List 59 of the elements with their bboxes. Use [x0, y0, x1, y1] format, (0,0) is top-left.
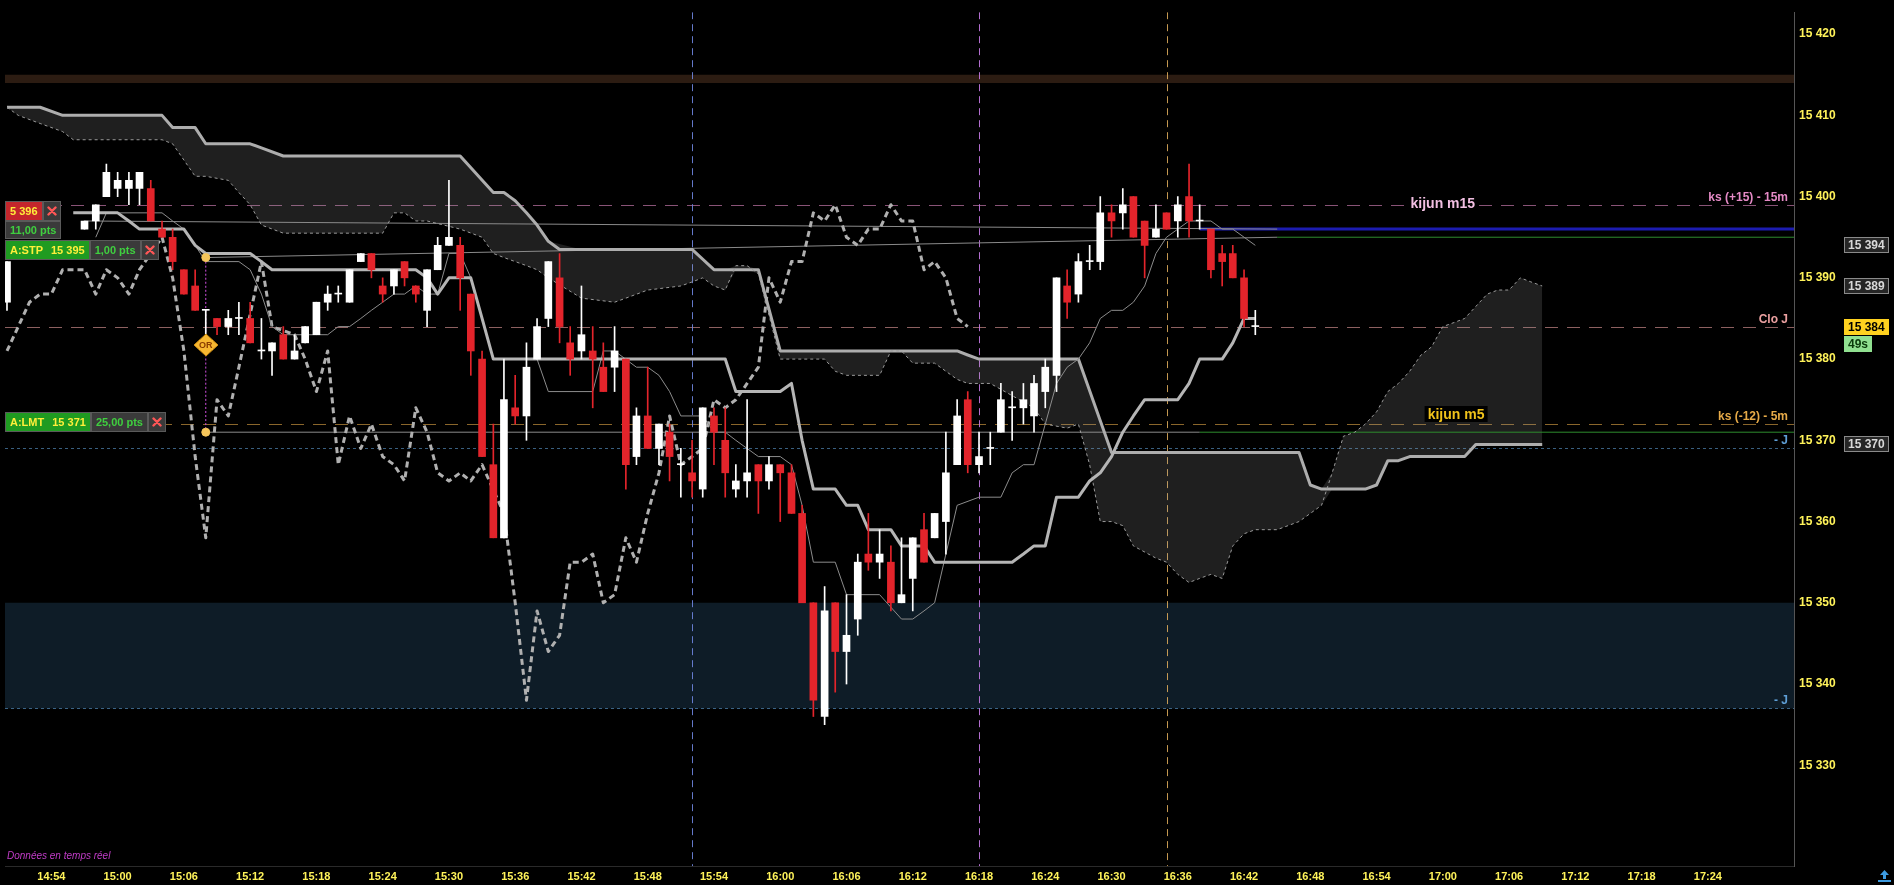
- annotation: Données en temps réel: [7, 850, 111, 861]
- x-tick-label: 16:12: [898, 869, 927, 882]
- ref-line-label: ks (-12) - 5m: [1717, 409, 1788, 424]
- x-tick-label: 16:06: [832, 869, 861, 882]
- x-tick-label: 15:42: [567, 869, 596, 882]
- annotation: 15 395: [51, 243, 85, 256]
- y-tick-label: 15 420: [1799, 26, 1837, 41]
- y-tick-label: 15 380: [1799, 351, 1837, 366]
- annotation: 11,00 pts: [5, 220, 62, 239]
- annotation: kijun m5: [1424, 406, 1488, 423]
- annotation: kijun m15: [1407, 194, 1479, 211]
- x-tick-label: 15:54: [699, 869, 729, 882]
- x-tick-label: 16:54: [1362, 869, 1392, 882]
- y-tick-label: 15 360: [1799, 513, 1837, 528]
- x-tick-label: 15:18: [302, 869, 331, 882]
- text: 49s: [1844, 335, 1873, 352]
- x-tick-label: 17:00: [1428, 869, 1457, 882]
- x-tick-label: 16:48: [1296, 869, 1325, 882]
- x-tick-label: 15:30: [434, 869, 464, 882]
- x-tick-label: 15:48: [633, 869, 662, 882]
- x-tick-label: 15:06: [169, 869, 198, 882]
- ref-line-label: - J: [1773, 693, 1788, 708]
- y-tick-label: 15 340: [1799, 676, 1837, 691]
- y-tick-label: 15 330: [1799, 757, 1837, 772]
- annotation: 5 396: [10, 204, 38, 217]
- annotation: A:LMT: [10, 416, 45, 429]
- y-tick-label: 15 400: [1799, 188, 1837, 203]
- text: 15 384: [1844, 318, 1889, 335]
- y-tick-label: 15 410: [1799, 107, 1837, 122]
- x-tick-label: 17:18: [1627, 869, 1656, 882]
- diamond-badge: OR: [192, 333, 219, 358]
- ref-line-label: Clo J: [1758, 311, 1788, 326]
- text: 15 389: [1844, 277, 1889, 294]
- x-tick-label: 17:24: [1693, 869, 1723, 882]
- ref-line-label: - J: [1773, 433, 1788, 448]
- text: 15 394: [1844, 237, 1889, 254]
- y-tick-label: 15 350: [1799, 595, 1837, 610]
- y-tick-label: 15 390: [1799, 270, 1837, 285]
- x-tick-label: 14:54: [37, 869, 67, 882]
- annotation: 15 371: [52, 416, 86, 429]
- annotation: A:STP: [10, 243, 43, 256]
- ref-line-label: ks (+15) - 15m: [1708, 189, 1788, 204]
- x-tick-label: 17:12: [1561, 869, 1590, 882]
- x-tick-label: 16:24: [1031, 869, 1061, 882]
- x-tick-label: 16:30: [1097, 869, 1126, 882]
- x-tick-label: 17:06: [1495, 869, 1524, 882]
- x-tick-label: 16:36: [1163, 869, 1192, 882]
- x-tick-label: 15:00: [103, 869, 132, 882]
- text: 15 370: [1844, 436, 1889, 453]
- annotation: OR: [198, 340, 213, 351]
- x-tick-label: 16:18: [964, 869, 994, 882]
- x-tick-label: 16:42: [1229, 869, 1259, 882]
- annotation: 1,00 pts: [89, 239, 141, 260]
- x-tick-label: 16:00: [766, 869, 795, 882]
- x-tick-label: 15:36: [501, 869, 530, 882]
- x-tick-label: 15:12: [236, 869, 265, 882]
- x-tick-label: 15:24: [368, 869, 398, 882]
- annotation: 25,00 pts: [90, 412, 148, 433]
- y-tick-label: 15 370: [1799, 432, 1837, 447]
